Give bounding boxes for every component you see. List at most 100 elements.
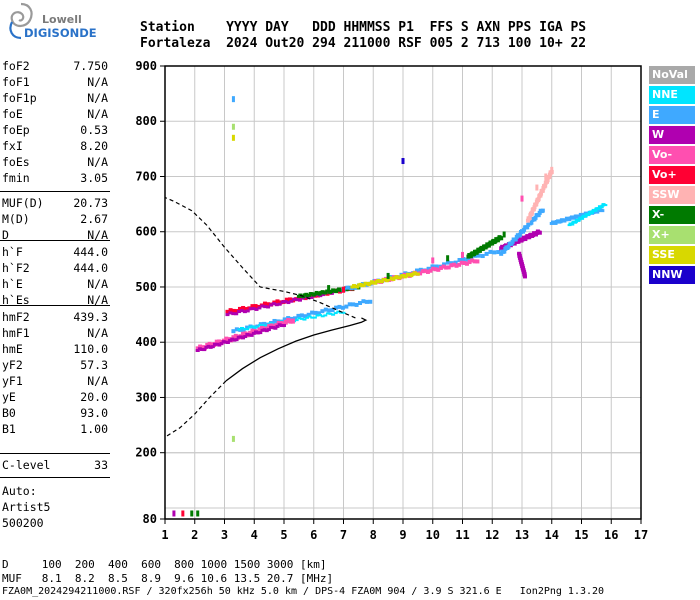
trace-point-nne: [328, 312, 333, 315]
trace-point-e: [320, 309, 325, 314]
echo-spot: [544, 173, 548, 180]
profile-dashed-line-low: [164, 380, 227, 438]
echo-spot: [386, 272, 390, 279]
x-tick-label: 15: [574, 528, 588, 542]
param-value: N/A: [87, 228, 108, 242]
trace-point-w: [268, 303, 273, 307]
x-tick-label: 2: [191, 528, 198, 542]
trace-point-vo: [234, 309, 239, 314]
trace-point-nne: [331, 313, 336, 316]
trace-point-vo: [200, 345, 205, 351]
logo-line1: Lowell: [42, 13, 82, 26]
param-value: 57.3: [80, 358, 108, 372]
trace-point-e: [600, 209, 605, 213]
trace-point-w: [522, 272, 527, 276]
trace-point-e: [509, 241, 514, 246]
trace-point-w: [283, 300, 288, 304]
trace-point-x: [317, 292, 322, 296]
trace-point-vo: [446, 265, 451, 270]
trace-point-e: [313, 310, 318, 315]
trace-point-w: [262, 328, 267, 332]
trace-point-e: [434, 264, 439, 269]
trace-point-e: [354, 302, 359, 307]
footer-muf-row: MUF 8.1 8.2 8.5 8.9 9.6 10.6 13.5 20.7 […: [2, 572, 334, 585]
trace-point-w: [292, 297, 297, 301]
trace-point-w: [275, 324, 280, 328]
trace-point-w: [234, 312, 239, 316]
trace-point-vo: [425, 269, 430, 274]
x-tick-label: 13: [515, 528, 529, 542]
params-panel: foF2 7.750 foF1 N/A foF1p N/A foE N/A foEp 0.53 fx…: [0, 58, 112, 538]
trace-point-vo: [214, 339, 219, 345]
x-tick-label: 6: [310, 528, 317, 542]
trace-point-nne: [323, 314, 328, 317]
legend-item-nnw: NNW: [649, 266, 695, 284]
trace-point-e: [510, 239, 515, 244]
param-key: D: [2, 228, 9, 242]
trace-point-w: [260, 304, 265, 308]
trace-point-nne: [587, 212, 592, 215]
trace-point-e: [340, 305, 345, 310]
trace-point-nne: [580, 217, 585, 220]
trace-point-w: [273, 326, 278, 330]
trace-point-w: [516, 239, 521, 244]
trace-point-nne: [297, 317, 302, 320]
trace-point-w: [245, 332, 250, 336]
param-row-mufd: MUF(D) 20.73: [2, 195, 108, 211]
trace-point-w: [197, 347, 202, 351]
param-value: N/A: [87, 107, 108, 121]
trace-point-w: [248, 307, 253, 311]
trace-point-vo: [198, 344, 203, 350]
trace-point-vo: [454, 263, 459, 268]
trace-point-nne: [299, 317, 304, 320]
param-key: MUF(D): [2, 196, 44, 210]
trace-point-w: [223, 340, 228, 344]
separator: [0, 453, 110, 454]
echo-spot: [342, 286, 345, 293]
param-value: N/A: [87, 326, 108, 340]
trace-point-w: [274, 303, 279, 307]
trace-point-w: [289, 299, 294, 303]
trace-point-nne: [294, 319, 299, 322]
trace-point-e: [553, 221, 558, 225]
trace-point-e: [533, 215, 538, 220]
param-value: 1.00: [80, 422, 108, 436]
trace-point-e: [480, 254, 485, 259]
trace-point-e: [488, 249, 493, 254]
x-tick-label: 10: [426, 528, 440, 542]
trace-point-e: [563, 218, 568, 222]
trace-point-nne: [315, 314, 320, 317]
trace-point-vo: [418, 271, 423, 276]
trace-point-e: [513, 237, 518, 242]
trace-point-nne: [589, 212, 594, 215]
legend-item-e: E: [649, 106, 695, 124]
trace-point-vo: [257, 327, 262, 333]
param-key: hmE: [2, 342, 23, 356]
trace-point-e: [330, 308, 335, 313]
trace-point-x: [329, 290, 334, 294]
legend-item-w: W: [649, 126, 695, 144]
trace-point-sse: [373, 281, 378, 285]
trace-point-ssw: [536, 197, 541, 202]
trace-point-e: [529, 220, 534, 225]
trace-point-e: [465, 257, 470, 262]
trace-point-sse: [355, 285, 360, 289]
param-row-b1: B1 1.00: [2, 421, 108, 437]
trace-point-w: [217, 343, 222, 347]
trace-point-w: [232, 338, 237, 342]
trace-point-w: [269, 325, 274, 329]
legend-item-vo: Vo+: [649, 166, 695, 184]
trace-point-nne: [570, 223, 575, 226]
footer-distance-row: D 100 200 400 600 800 1000 1500 3000 [km…: [2, 558, 327, 571]
trace-point-w: [195, 349, 200, 353]
trace-point-x: [499, 236, 504, 241]
trace-point-e: [316, 311, 321, 316]
trace-point-w: [239, 309, 244, 313]
trace-point-nne: [320, 315, 325, 318]
trace-point-e: [296, 313, 301, 318]
echo-spot: [231, 134, 235, 141]
trace-point-ssw: [543, 183, 548, 188]
trace-point-w: [266, 305, 271, 309]
y-tick-label: 600: [135, 225, 157, 239]
trace-point-nne: [341, 311, 346, 314]
